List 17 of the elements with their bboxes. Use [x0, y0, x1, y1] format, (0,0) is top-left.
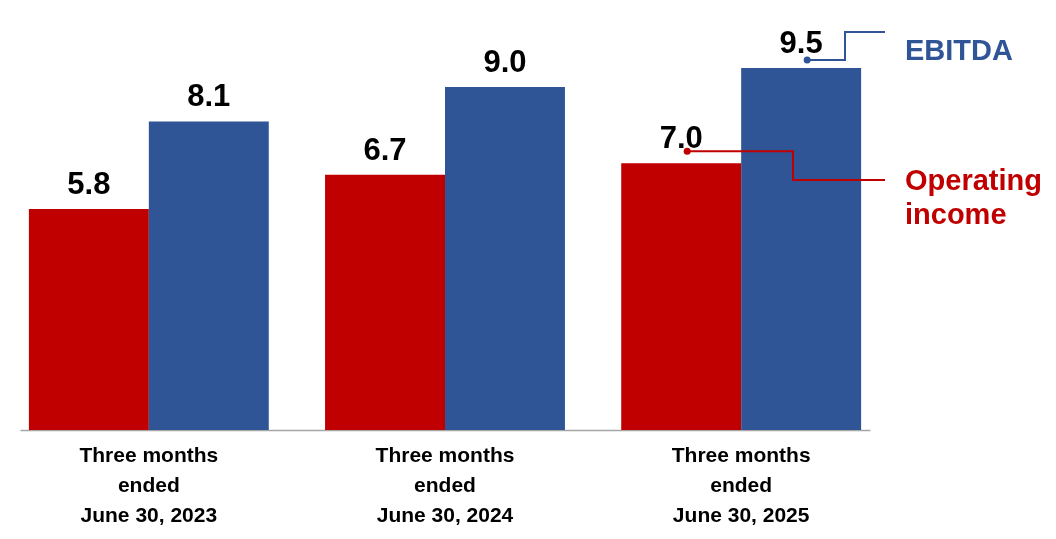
bar [148, 121, 269, 430]
bar [445, 87, 565, 430]
data-label: 6.7 [363, 131, 407, 167]
x-tick-label: Three months ended June 30, 2024 [375, 442, 515, 526]
x-tick-label: Three months ended June 30, 2025 [671, 442, 811, 526]
data-label: 5.8 [67, 166, 111, 202]
bar [28, 209, 149, 430]
data-label: 9.0 [483, 44, 527, 80]
bar [621, 163, 742, 430]
x-tick-label: Three months ended June 30, 2023 [79, 442, 219, 526]
data-label: 9.5 [779, 25, 823, 61]
series-label: EBITDA [905, 34, 1013, 66]
text: Operating income [905, 164, 1042, 230]
data-label: 7.0 [659, 120, 703, 156]
bar [325, 174, 445, 430]
data-label: 8.1 [187, 78, 231, 114]
bar [741, 68, 862, 430]
